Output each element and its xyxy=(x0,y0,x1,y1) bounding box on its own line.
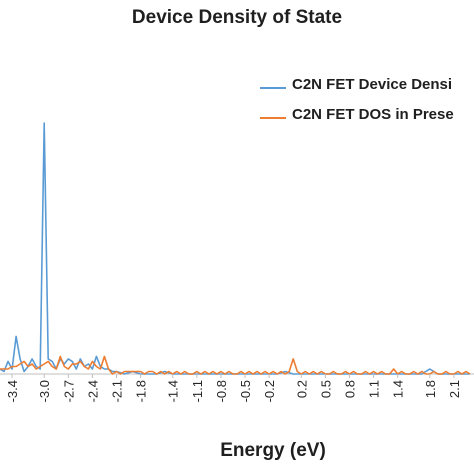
x-tick-label-2: -2.7 xyxy=(61,380,76,402)
legend-label-dos-presence: C2N FET DOS in Prese xyxy=(292,106,454,123)
x-tick-label-3: -2.4 xyxy=(85,380,100,402)
x-tick-label-11: 0.2 xyxy=(294,380,309,398)
series-line-0 xyxy=(0,122,470,375)
x-tick-label-7: -1.1 xyxy=(190,380,205,402)
x-tick-label-16: 1.8 xyxy=(423,380,438,398)
series-line-1 xyxy=(0,355,471,375)
x-tick-label-1: -3.0 xyxy=(37,380,52,402)
legend: C2N FET Device Densi C2N FET DOS in Pres… xyxy=(254,76,474,136)
legend-label-device-density: C2N FET Device Densi xyxy=(292,76,453,93)
x-tick-label-12: 0.5 xyxy=(318,380,333,398)
x-tick-label-10: -0.2 xyxy=(262,380,277,402)
legend-item-device-density: C2N FET Device Densi xyxy=(254,76,474,106)
legend-swatch-dos-presence xyxy=(260,117,286,119)
legend-swatch-device-density xyxy=(260,87,286,89)
x-tick-label-9: -0.5 xyxy=(238,380,253,402)
x-tick-label-8: -0.8 xyxy=(214,380,229,402)
x-tick-label-17: 2.1 xyxy=(447,380,462,398)
x-tick-label-6: -1.4 xyxy=(166,380,181,402)
x-tick-label-5: -1.8 xyxy=(134,380,149,402)
x-tick-label-0: -3.4 xyxy=(5,380,20,402)
legend-item-dos-presence: C2N FET DOS in Prese xyxy=(254,106,474,136)
x-tick-label-15: 1.4 xyxy=(391,380,406,398)
x-tick-label-4: -2.1 xyxy=(109,380,124,402)
x-tick-label-14: 1.1 xyxy=(367,380,382,398)
x-axis-label: Energy (eV) xyxy=(220,440,326,461)
chart-title: Device Density of State xyxy=(131,7,343,28)
x-tick-label-13: 0.8 xyxy=(342,380,357,398)
